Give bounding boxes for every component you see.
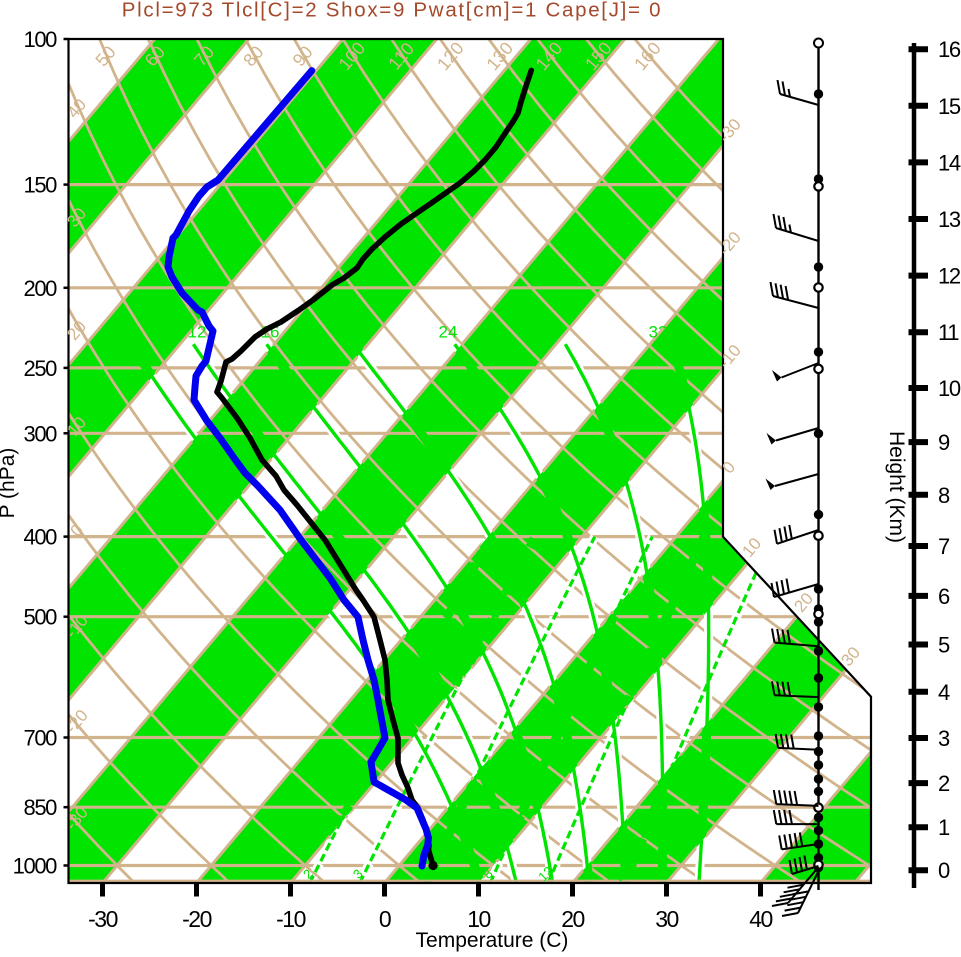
svg-text:700: 700 — [23, 726, 57, 751]
svg-text:40: 40 — [749, 906, 772, 932]
svg-text:10: 10 — [467, 906, 490, 932]
svg-text:12: 12 — [938, 264, 961, 289]
svg-text:20: 20 — [343, 323, 362, 342]
svg-text:100: 100 — [23, 27, 57, 52]
svg-text:300: 300 — [23, 421, 57, 446]
svg-text:10: 10 — [938, 376, 961, 401]
svg-text:15: 15 — [938, 94, 961, 119]
svg-text:9: 9 — [938, 430, 950, 455]
svg-text:12: 12 — [188, 323, 207, 342]
svg-text:8: 8 — [938, 483, 950, 508]
svg-text:8: 8 — [117, 323, 126, 342]
svg-text:1000: 1000 — [13, 854, 58, 879]
svg-text:Plcl=973 Tlcl[C]=2 Shox=9 Pwat: Plcl=973 Tlcl[C]=2 Shox=9 Pwat[cm]=1 Cap… — [122, 0, 662, 22]
svg-text:14: 14 — [938, 150, 961, 175]
svg-text:6: 6 — [938, 584, 950, 609]
svg-text:400: 400 — [23, 525, 57, 550]
svg-text:28: 28 — [536, 323, 555, 342]
svg-text:11: 11 — [938, 320, 959, 345]
svg-text:150: 150 — [23, 173, 57, 198]
svg-text:4: 4 — [938, 680, 950, 705]
svg-text:250: 250 — [23, 356, 57, 381]
svg-text:-20: -20 — [182, 906, 211, 932]
svg-text:32: 32 — [649, 323, 668, 342]
svg-text:500: 500 — [23, 605, 57, 630]
svg-text:2: 2 — [938, 771, 950, 796]
svg-text:5: 5 — [938, 633, 950, 658]
svg-text:7: 7 — [938, 534, 950, 559]
svg-text:200: 200 — [23, 276, 57, 301]
svg-text:16: 16 — [938, 37, 961, 62]
svg-text:P (hPa): P (hPa) — [0, 448, 19, 519]
svg-text:1: 1 — [938, 815, 950, 840]
svg-text:-10: -10 — [276, 906, 305, 932]
svg-text:24: 24 — [439, 323, 458, 342]
svg-text:13: 13 — [938, 207, 961, 232]
svg-text:Temperature (C): Temperature (C) — [416, 929, 569, 952]
svg-text:Height (Km): Height (Km) — [885, 431, 908, 543]
svg-text:20: 20 — [561, 906, 584, 932]
svg-text:0: 0 — [938, 858, 950, 883]
svg-text:850: 850 — [23, 795, 57, 820]
svg-text:-30: -30 — [88, 906, 117, 932]
svg-text:30: 30 — [655, 906, 678, 932]
svg-text:0: 0 — [379, 906, 391, 932]
svg-text:3: 3 — [938, 726, 950, 751]
